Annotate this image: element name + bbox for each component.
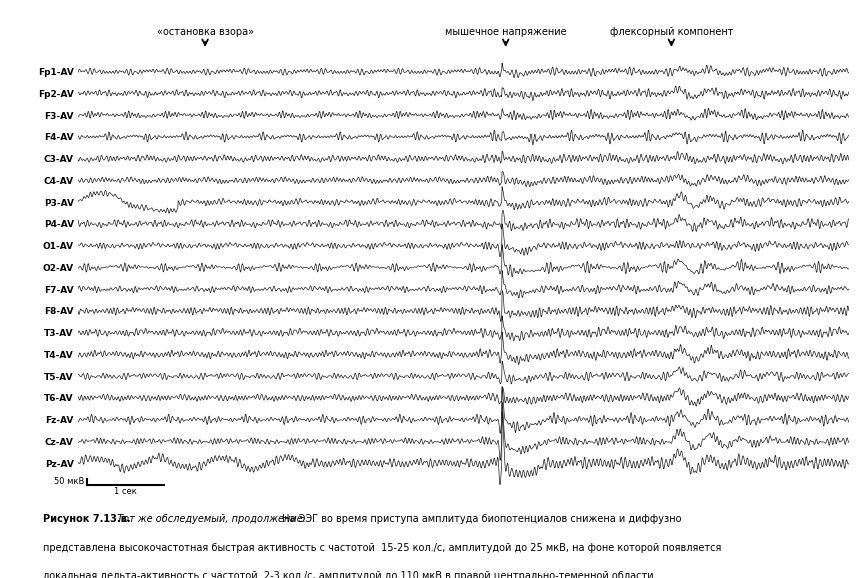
Text: Тот же обследуемый, продолжение.: Тот же обследуемый, продолжение.: [114, 514, 306, 524]
Text: 1 сек: 1 сек: [114, 487, 137, 497]
Text: флексорный компонент: флексорный компонент: [610, 27, 734, 38]
Text: 50 мкВ: 50 мкВ: [54, 477, 84, 486]
Text: мышечное напряжение: мышечное напряжение: [445, 27, 566, 38]
Text: локальная дельта-активность с частотой  2-3 кол./с, амплитудой до 110 мкВ в прав: локальная дельта-активность с частотой 2…: [43, 571, 657, 578]
Text: представлена высокочастотная быстрая активность с частотой  15-25 кол./с, амплит: представлена высокочастотная быстрая акт…: [43, 543, 721, 553]
Text: На ЭЭГ во время приступа амплитуда биопотенциалов снижена и диффузно: На ЭЭГ во время приступа амплитуда биопо…: [279, 514, 682, 524]
Text: «остановка взора»: «остановка взора»: [157, 27, 254, 38]
Text: Рисунок 7.13.в.: Рисунок 7.13.в.: [43, 514, 131, 524]
